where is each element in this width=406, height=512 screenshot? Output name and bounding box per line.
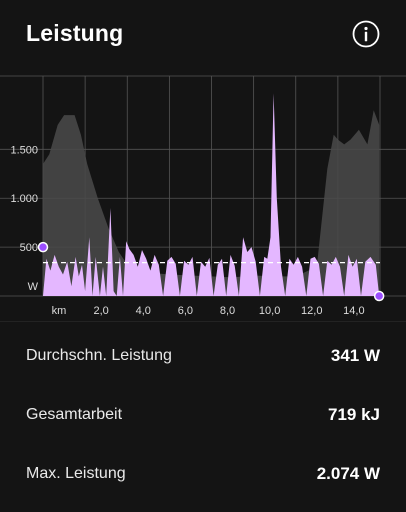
x-tick-label: 2,0	[93, 305, 108, 317]
stat-row-max-power: Max. Leistung 2.074 W	[26, 462, 380, 486]
x-tick-label: 4,0	[136, 305, 151, 317]
stat-value: 719 kJ	[328, 405, 380, 424]
power-chart-svg: 1.500 1.000 500 Wkm 2,0 4,0 6,0 8,0 10,0 12,0 14,0	[0, 75, 406, 317]
x-tick-label: 10,0	[259, 305, 280, 317]
stat-value: 2.074 W	[316, 464, 380, 483]
stat-row-average-power: Durchschn. Leistung 341 W	[26, 344, 380, 368]
stat-label: Gesamtarbeit	[26, 406, 123, 423]
x-tick-label: 14,0	[343, 305, 364, 317]
info-icon[interactable]	[352, 20, 380, 48]
x-tick-label: 6,0	[178, 305, 193, 317]
page-title: Leistung	[26, 20, 124, 46]
x-tick-label: km	[52, 305, 67, 317]
range-marker-handle	[37, 241, 49, 253]
stat-value: 341 W	[330, 346, 380, 365]
header: Leistung	[0, 0, 406, 70]
stat-row-total-work: Gesamtarbeit 719 kJ	[26, 403, 380, 427]
range-marker-handle	[373, 290, 385, 302]
x-tick-label: 12,0	[301, 305, 322, 317]
y-tick-label: 1.500	[10, 144, 38, 156]
x-tick-label: 8,0	[220, 305, 235, 317]
divider	[0, 321, 406, 322]
y-tick-label: 1.000	[10, 193, 38, 205]
power-area	[43, 93, 380, 296]
y-tick-label: 500	[20, 242, 38, 254]
stat-label: Max. Leistung	[26, 465, 126, 482]
y-tick-label: W	[28, 281, 39, 293]
stat-label: Durchschn. Leistung	[26, 347, 172, 364]
